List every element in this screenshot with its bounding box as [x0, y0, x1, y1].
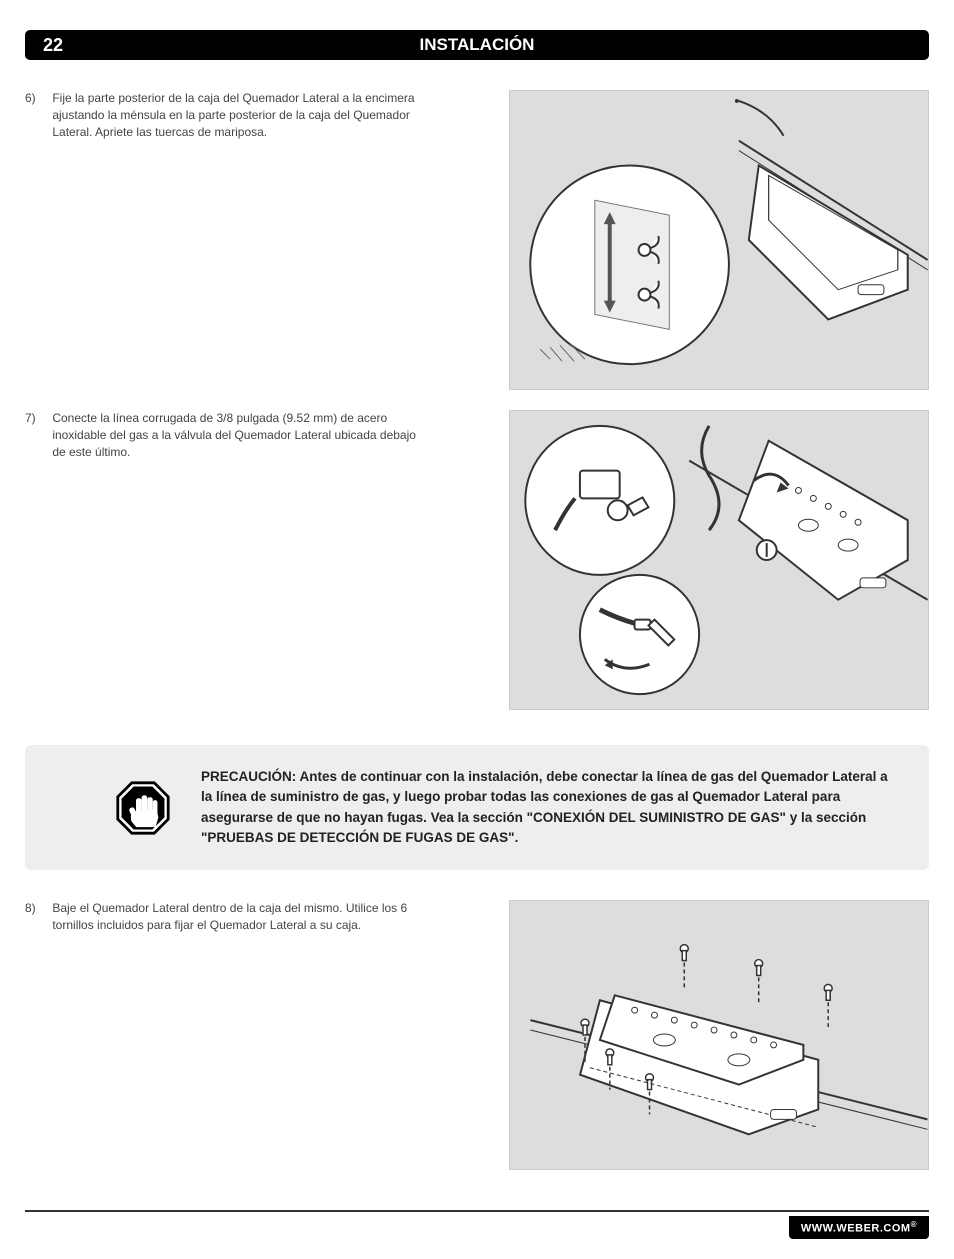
- step-7-text: 7) Conecte la línea corrugada de 3/8 pul…: [25, 410, 441, 710]
- step-6-body: Fije la parte posterior de la caja del Q…: [52, 90, 418, 140]
- page-number: 22: [25, 35, 63, 56]
- step-7-body: Conecte la línea corrugada de 3/8 pulgad…: [52, 410, 418, 460]
- step-7: 7) Conecte la línea corrugada de 3/8 pul…: [25, 410, 929, 710]
- step-6: 6) Fije la parte posterior de la caja de…: [25, 90, 929, 390]
- step-8-number: 8): [25, 900, 49, 917]
- footer-url-text: WWW.WEBER.COM: [801, 1223, 911, 1235]
- step-7-number: 7): [25, 410, 49, 427]
- diagram-gasline: [509, 410, 929, 710]
- step-7-figure: [441, 410, 929, 710]
- step-8-text: 8) Baje el Quemador Lateral dentro de la…: [25, 900, 441, 1170]
- registered-mark: ®: [911, 1220, 917, 1229]
- page-footer: WWW.WEBER.COM®: [25, 1210, 929, 1259]
- stop-icon: [115, 780, 171, 836]
- step-6-figure: [441, 90, 929, 390]
- step-6-number: 6): [25, 90, 49, 107]
- diagram-screws: [509, 900, 929, 1170]
- header-title: INSTALACIÓN: [420, 35, 535, 55]
- step-8: 8) Baje el Quemador Lateral dentro de la…: [25, 900, 929, 1170]
- step-8-figure: [441, 900, 929, 1170]
- step-6-text: 6) Fije la parte posterior de la caja de…: [25, 90, 441, 390]
- step-8-body: Baje el Quemador Lateral dentro de la ca…: [52, 900, 418, 934]
- caution-box: PRECAUCIÓN: Antes de continuar con la in…: [25, 745, 929, 870]
- caution-text: PRECAUCIÓN: Antes de continuar con la in…: [201, 767, 899, 848]
- diagram-bracket: [509, 90, 929, 390]
- footer-url: WWW.WEBER.COM®: [789, 1216, 929, 1239]
- page-header: 22 INSTALACIÓN: [25, 30, 929, 60]
